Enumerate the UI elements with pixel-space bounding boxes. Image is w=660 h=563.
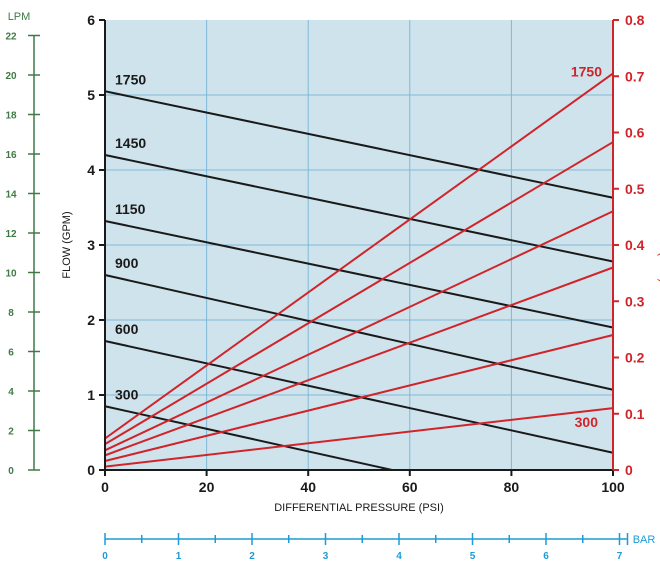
lpm-tick-label: 18 (5, 111, 17, 122)
lpm-tick-label: 14 (5, 190, 17, 201)
power-line-series-4 (104, 266, 614, 457)
bar-tick-label: 4 (396, 551, 402, 562)
bar-tick-label: 2 (249, 551, 255, 562)
power-label-300: 300 (575, 414, 599, 430)
power-line-1750 (104, 72, 614, 440)
lpm-tick-label: 12 (5, 229, 17, 240)
y-right-tick-label: 0.6 (625, 125, 645, 141)
x-tick-label: 40 (300, 479, 316, 495)
power-line-300 (104, 407, 614, 468)
lpm-tick-label: 22 (5, 32, 17, 43)
y-axis-title: FLOW (GPM) (61, 211, 73, 278)
y-right-tick-label: 0.7 (625, 68, 645, 84)
power-label-1750: 1750 (571, 63, 602, 79)
y-tick-label: 6 (87, 12, 95, 28)
power-line-series-5 (104, 334, 614, 462)
flow-line-300 (104, 405, 393, 471)
lpm-tick-label: 6 (8, 348, 14, 359)
y-tick-label: 2 (87, 312, 95, 328)
flow-line-1450 (104, 154, 614, 263)
flow-label-600: 600 (115, 321, 139, 337)
lpm-axis-title: LPM (8, 11, 31, 23)
lpm-tick-label: 10 (5, 269, 17, 280)
y-tick-label: 3 (87, 237, 95, 253)
flow-lines (104, 90, 614, 471)
y-tick-label: 1 (87, 387, 95, 403)
x-tick-label: 80 (504, 479, 520, 495)
y-right-tick-label: 0.8 (625, 12, 645, 28)
flow-label-1450: 1450 (115, 135, 146, 151)
lpm-tick-label: 2 (8, 427, 14, 438)
y-right-tick-label: 0.2 (625, 350, 645, 366)
flow-line-900 (104, 274, 614, 391)
x-tick-label: 20 (199, 479, 215, 495)
x-axis-title: DIFFERENTIAL PRESSURE (PSI) (274, 502, 444, 514)
y-right-tick-label: 0.4 (625, 237, 645, 253)
flow-line-1750 (104, 90, 614, 199)
flow-label-300: 300 (115, 386, 139, 402)
power-lines (104, 72, 614, 468)
y-axis-right-title: POWER (BHP) (657, 208, 660, 283)
axes (28, 19, 629, 545)
x-tick-label: 0 (101, 479, 109, 495)
y-right-tick-label: 0 (625, 462, 633, 478)
flow-label-900: 900 (115, 255, 139, 271)
grid-lines (105, 20, 613, 470)
bar-tick-label: 1 (176, 551, 182, 562)
bar-tick-label: 7 (617, 551, 623, 562)
x-tick-label: 60 (402, 479, 418, 495)
bar-tick-label: 6 (543, 551, 549, 562)
lpm-tick-label: 8 (8, 308, 14, 319)
y-right-tick-label: 0.1 (625, 406, 645, 422)
lpm-tick-label: 0 (8, 466, 14, 477)
power-line-series-3 (104, 210, 614, 452)
flow-label-1150: 1150 (115, 201, 146, 217)
bar-tick-label: 3 (323, 551, 329, 562)
x-tick-label: 100 (601, 479, 625, 495)
y-right-tick-label: 0.5 (625, 181, 645, 197)
lpm-tick-label: 4 (8, 387, 14, 398)
power-line-series-2 (104, 141, 614, 445)
bar-tick-label: 0 (102, 551, 108, 562)
bar-tick-label: 5 (470, 551, 476, 562)
y-tick-label: 5 (87, 87, 95, 103)
y-right-tick-label: 0.3 (625, 293, 645, 309)
y-tick-label: 0 (87, 462, 95, 478)
flow-label-1750: 1750 (115, 71, 146, 87)
lpm-tick-label: 16 (5, 150, 17, 161)
y-tick-label: 4 (87, 162, 95, 178)
lpm-tick-label: 20 (5, 71, 17, 82)
bar-axis-title: BAR (633, 534, 656, 546)
flow-line-1150 (104, 220, 614, 329)
flow-line-600 (104, 340, 614, 454)
